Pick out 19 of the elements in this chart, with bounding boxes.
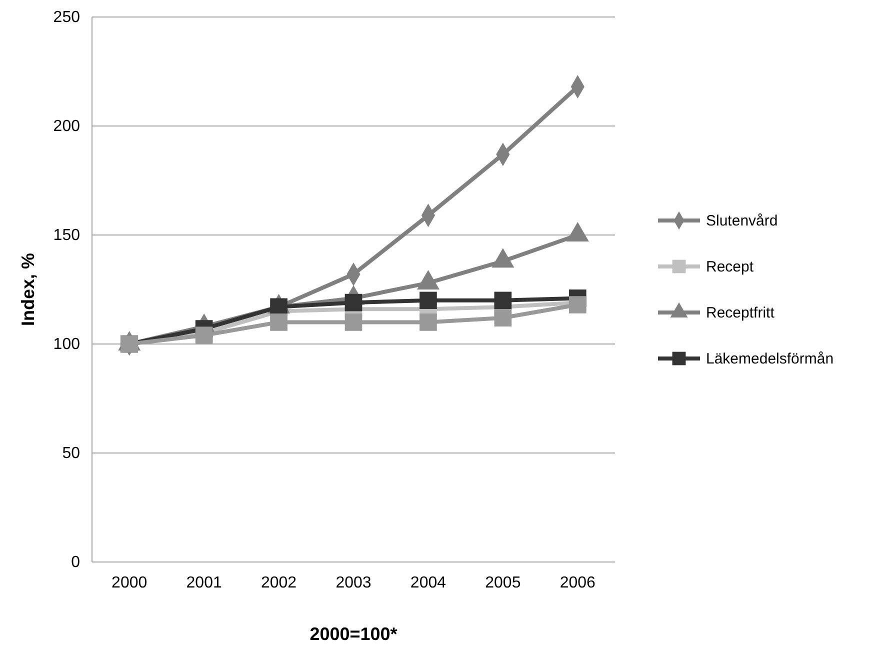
y-tick-label: 200 — [53, 118, 80, 136]
y-tick-label: 100 — [53, 336, 80, 354]
y-tick-label: 150 — [53, 227, 80, 244]
x-tick-label: 2001 — [186, 574, 222, 592]
y-tick-label: 50 — [62, 445, 80, 462]
x-tick-label: 2003 — [336, 574, 372, 592]
legend-label: Läkemedelsförmån — [706, 350, 834, 368]
x-tick-label: 2000 — [112, 574, 148, 592]
x-tick-label: 2005 — [485, 574, 521, 592]
y-tick-label: 250 — [53, 9, 80, 26]
y-axis-title: Index, % — [18, 252, 38, 326]
legend-label: Receptfritt — [706, 304, 776, 322]
legend-label: Recept — [706, 258, 754, 276]
x-tick-label: 2006 — [560, 574, 596, 592]
legend-label: Slutenvård — [706, 212, 778, 230]
x-tick-label: 2004 — [410, 574, 446, 592]
x-tick-label: 2002 — [260, 574, 297, 592]
y-tick-label: 0 — [71, 554, 80, 572]
x-axis-title: 2000=100* — [310, 624, 398, 644]
